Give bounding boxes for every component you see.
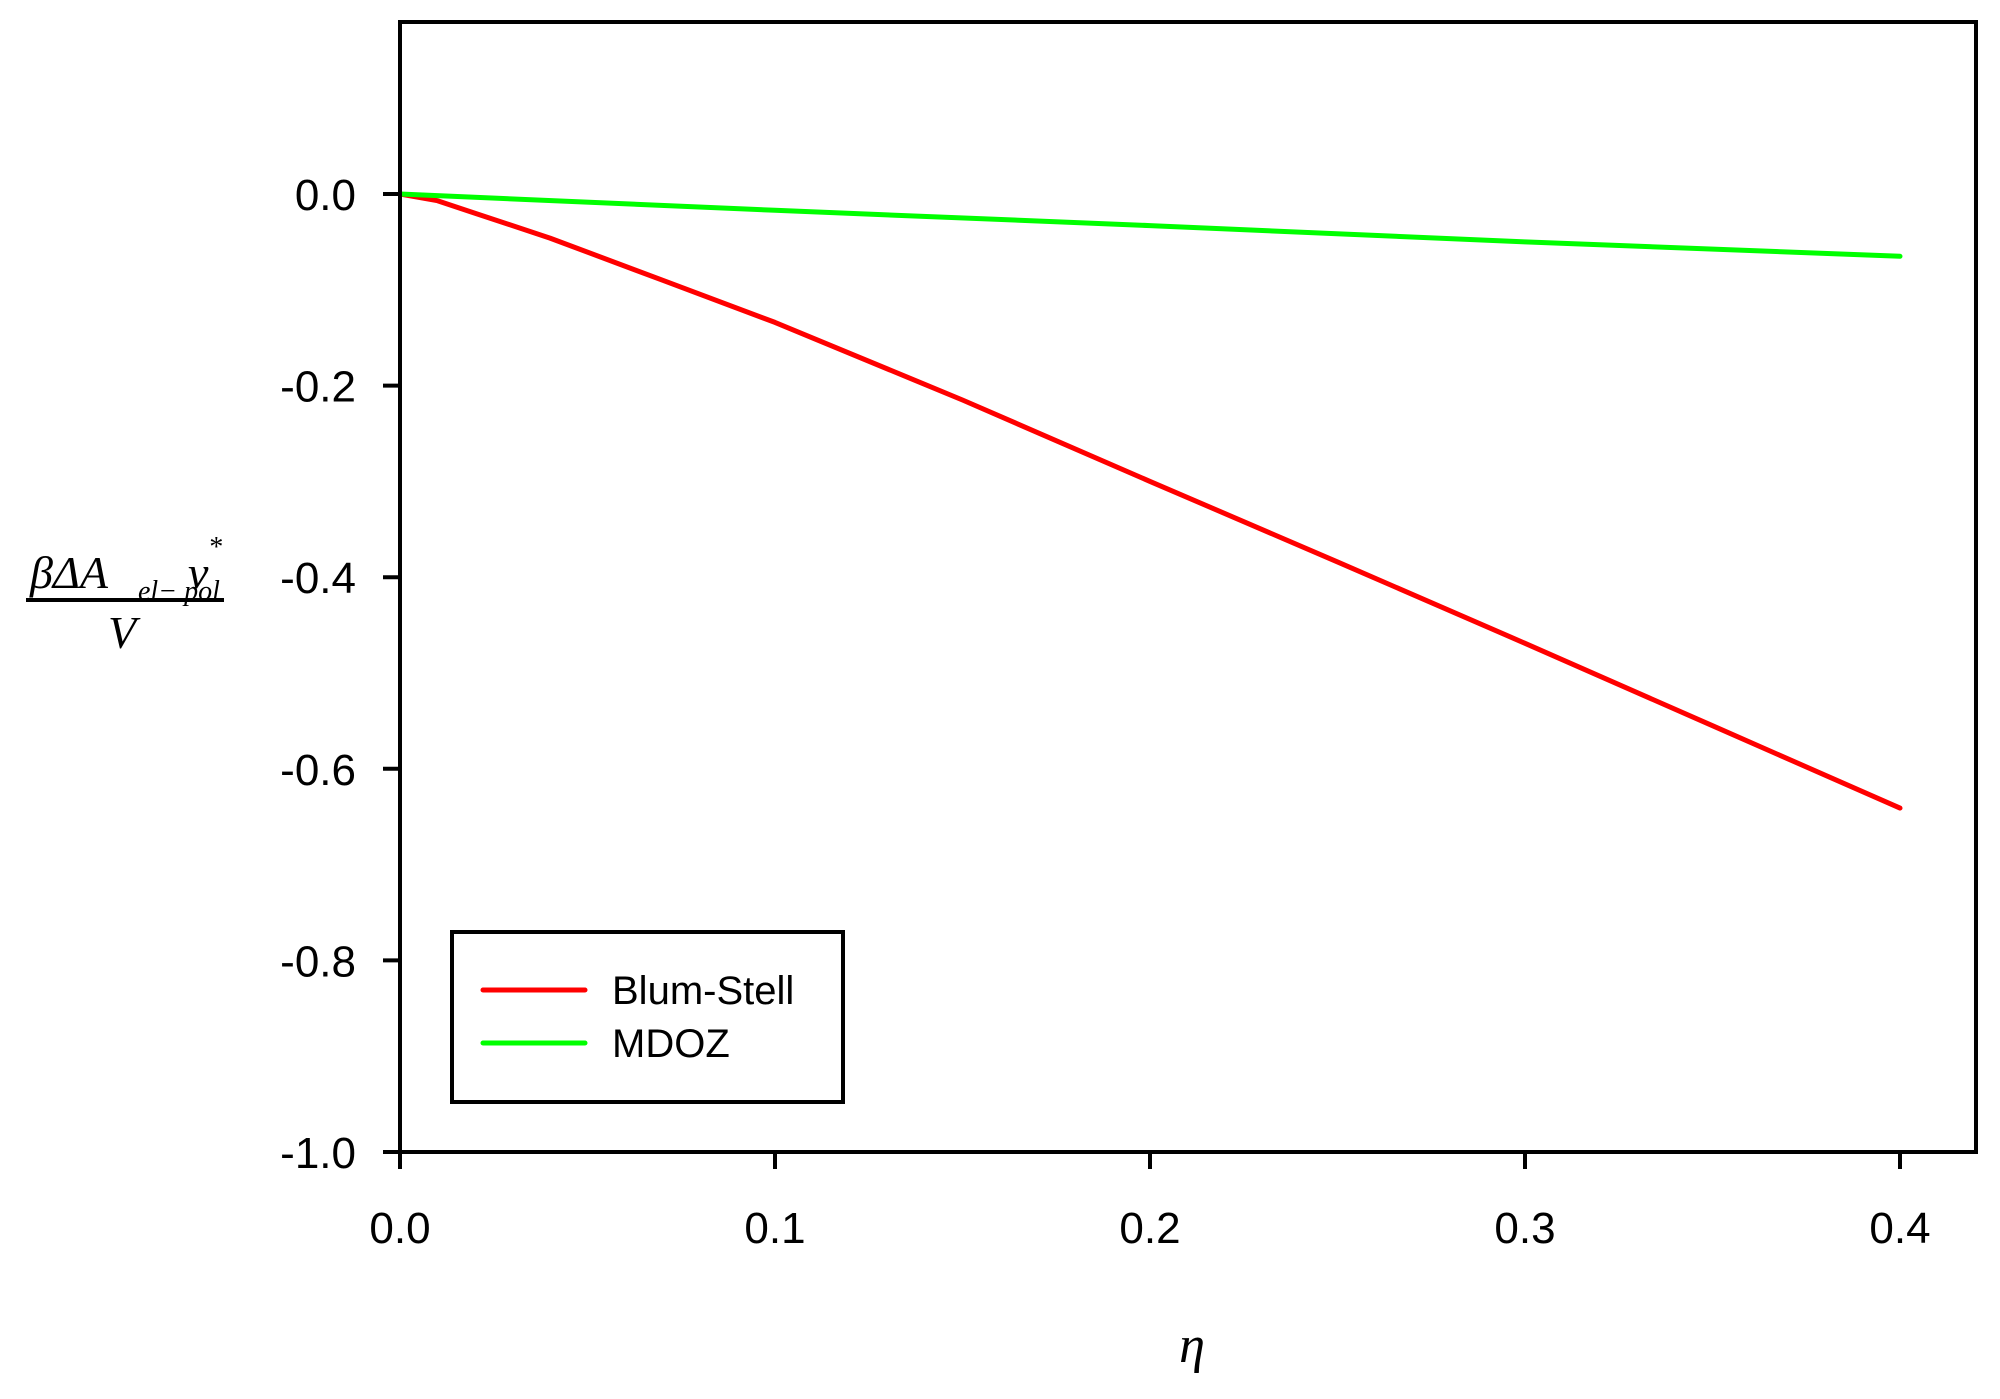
legend-box <box>450 930 845 1104</box>
plot-frame <box>398 20 1978 1154</box>
y-tick-label: -0.8 <box>280 937 356 986</box>
legend: Blum-Stell MDOZ <box>450 930 845 1104</box>
y-tick-label: -1.0 <box>280 1129 356 1178</box>
series-line-blum-stell <box>397 191 1903 811</box>
x-tick-label: 0.3 <box>1494 1204 1555 1253</box>
x-tick-label: 0.4 <box>1869 1204 1930 1253</box>
x-tick-label: 0.2 <box>1119 1204 1180 1253</box>
y-tick-label: -0.6 <box>280 746 356 795</box>
series-layer <box>397 191 1903 811</box>
y-label-denominator: V <box>108 607 141 658</box>
y-label-numerator-main: βΔA <box>29 547 109 598</box>
x-axis: 0.0 0.1 0.2 0.3 0.4 <box>369 1152 1931 1253</box>
y-label-numerator-sup: * <box>208 532 222 563</box>
y-axis-label: βΔA el− pol v * V <box>26 532 224 658</box>
series-line-mdoz <box>397 191 1903 259</box>
y-label-numerator-v: v <box>188 547 209 598</box>
legend-label-blum-stell: Blum-Stell <box>612 969 794 1013</box>
y-tick-label: -0.4 <box>280 554 356 603</box>
y-axis: 0.0 -0.2 -0.4 -0.6 -0.8 -1.0 <box>280 171 400 1178</box>
x-tick-label: 0.0 <box>369 1204 430 1253</box>
y-tick-label: 0.0 <box>295 171 356 220</box>
x-tick-label: 0.1 <box>744 1204 805 1253</box>
legend-label-mdoz: MDOZ <box>612 1022 730 1066</box>
x-axis-label: η <box>1179 1317 1205 1374</box>
y-tick-label: -0.2 <box>280 363 356 412</box>
